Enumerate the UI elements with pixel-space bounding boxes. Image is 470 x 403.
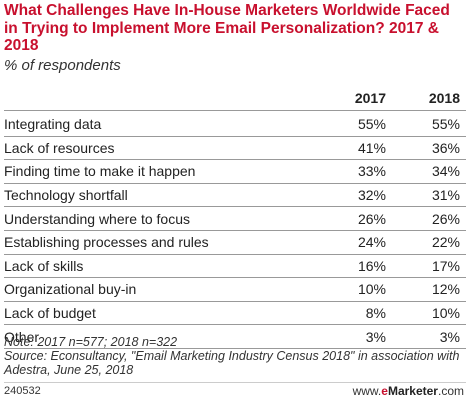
value-cell-2017: 24% <box>357 234 386 251</box>
row-label: Understanding where to focus <box>4 210 190 227</box>
brand-e: e <box>381 384 388 398</box>
table-row: Lack of skills 16% 17% <box>4 254 466 278</box>
row-label: Lack of resources <box>4 139 115 156</box>
value-cell-2018: 22% <box>431 234 460 251</box>
table-row: Lack of resources 41% 36% <box>4 136 466 160</box>
footer-divider <box>4 382 466 383</box>
value-cell-2017: 33% <box>357 163 386 180</box>
footnote: Note: 2017 n=577; 2018 n=322 Source: Eco… <box>4 335 466 377</box>
header-2018: 2018 <box>428 90 460 106</box>
table-row: Integrating data 55% 55% <box>4 111 466 137</box>
data-table: 2017 2018 Integrating data 55% 55% Lack of … <box>4 82 466 349</box>
chart-title: What Challenges Have In-House Marketers … <box>4 2 450 54</box>
brand-link[interactable]: www.eMarketer.com <box>353 384 464 398</box>
row-label: Other <box>4 328 40 345</box>
source-text: Source: Econsultancy, "Email Marketing I… <box>4 349 460 377</box>
table-body: Integrating data 55% 55% Lack of resources 4… <box>4 111 466 349</box>
value-cell-2018: 12% <box>431 281 460 298</box>
value-cell-2018: 34% <box>431 163 460 180</box>
value-cell-2017: 26% <box>357 210 386 227</box>
table-header-row: 2017 2018 <box>4 82 466 111</box>
table-row: Understanding where to focus 26% 26% <box>4 207 466 231</box>
value-cell-2017: 10% <box>357 281 386 298</box>
brand-name: Marketer <box>387 384 438 398</box>
table-row: Establishing processes and rules 24% 22% <box>4 230 466 255</box>
note-text: Note: 2017 n=577; 2018 n=322 <box>4 335 178 349</box>
row-label: Technology shortfall <box>4 187 128 204</box>
chart-subtitle: % of respondents <box>4 57 121 74</box>
table-row: Organizational buy-in 10% 12% <box>4 278 466 302</box>
row-label: Lack of skills <box>4 257 84 274</box>
chart-id: 240532 <box>4 385 41 397</box>
row-label: Integrating data <box>4 116 102 133</box>
row-label: Establishing processes and rules <box>4 234 209 251</box>
value-cell-2018: 55% <box>431 116 460 133</box>
value-cell-2018: 3% <box>439 328 460 345</box>
table-row: Technology shortfall 32% 31% <box>4 183 466 207</box>
value-cell-2017: 41% <box>357 139 386 156</box>
value-cell-2017: 3% <box>365 328 386 345</box>
value-cell-2018: 31% <box>431 187 460 204</box>
header-2017: 2017 <box>354 90 386 106</box>
value-cell-2017: 8% <box>365 305 386 322</box>
value-cell-2018: 26% <box>431 210 460 227</box>
value-cell-2018: 10% <box>431 305 460 322</box>
row-label: Finding time to make it happen <box>4 163 196 180</box>
table-row: Other 3% 3% <box>4 325 466 349</box>
brand-prefix: www. <box>352 384 382 398</box>
value-cell-2017: 32% <box>357 187 386 204</box>
value-cell-2017: 16% <box>357 257 386 274</box>
brand-suffix: .com <box>437 384 464 398</box>
header-label-cell <box>4 82 326 111</box>
value-cell-2018: 17% <box>431 257 460 274</box>
table-row: Lack of budget 8% 10% <box>4 301 466 325</box>
row-label: Lack of budget <box>4 305 96 322</box>
row-label: Organizational buy-in <box>4 281 137 298</box>
value-cell-2018: 36% <box>431 139 460 156</box>
value-cell-2017: 55% <box>357 116 386 133</box>
table-row: Finding time to make it happen 33% 34% <box>4 160 466 184</box>
